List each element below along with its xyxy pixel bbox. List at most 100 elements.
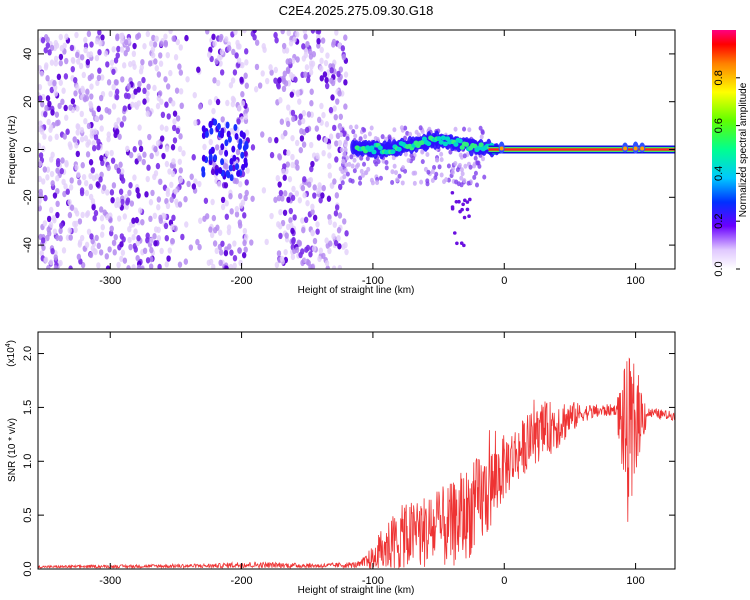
noise-speckle	[276, 250, 282, 257]
noise-speckle	[244, 179, 249, 186]
noise-speckle	[90, 167, 95, 174]
noise-speckle	[125, 145, 130, 152]
noise-blob	[240, 151, 245, 159]
transition-speckle	[462, 153, 467, 159]
noise-speckle	[243, 150, 248, 157]
noise-speckle	[223, 249, 229, 257]
noise-speckle	[193, 119, 198, 127]
noise-speckle	[46, 118, 51, 126]
transition-speckle	[453, 160, 458, 166]
noise-speckle	[150, 189, 155, 197]
noise-speckle	[99, 215, 105, 222]
transition-speckle	[392, 127, 397, 133]
transition-speckle	[360, 172, 365, 178]
noise-speckle	[99, 155, 104, 162]
x-tick-label: -300	[99, 275, 121, 287]
noise-speckle	[100, 224, 105, 231]
noise-speckle	[159, 124, 165, 131]
transition-speckle	[390, 169, 395, 175]
noise-speckle	[172, 110, 178, 117]
transition-speckle	[359, 168, 364, 174]
transition-speckle	[425, 151, 430, 157]
noise-speckle	[217, 180, 222, 188]
noise-speckle	[137, 155, 142, 162]
noise-speckle	[64, 33, 69, 40]
noise-speckle	[317, 255, 322, 263]
noise-speckle	[312, 192, 317, 199]
noise-speckle	[311, 245, 317, 252]
noise-speckle	[83, 36, 88, 44]
noise-blob	[201, 170, 206, 178]
noise-speckle	[164, 145, 170, 153]
noise-speckle	[158, 60, 164, 67]
noise-speckle	[59, 167, 65, 175]
transition-speckle	[353, 133, 358, 139]
noise-speckle	[316, 134, 322, 141]
noise-speckle	[43, 111, 48, 118]
noise-speckle	[110, 157, 116, 164]
noise-speckle	[78, 62, 84, 70]
noise-speckle	[331, 233, 336, 240]
noise-speckle	[242, 239, 247, 247]
noise-speckle	[296, 239, 302, 246]
noise-speckle	[53, 90, 59, 97]
noise-speckle	[118, 32, 124, 40]
noise-speckle	[274, 261, 280, 269]
noise-blob	[235, 163, 240, 171]
noise-speckle	[54, 119, 60, 127]
noise-speckle	[324, 77, 329, 84]
noise-speckle	[75, 105, 80, 112]
noise-speckle	[232, 262, 237, 269]
y-tick-label: 1.5	[22, 400, 34, 415]
noise-speckle	[53, 265, 59, 269]
noise-speckle	[309, 165, 314, 173]
noise-speckle	[252, 34, 257, 41]
noise-speckle	[242, 212, 247, 219]
transition-speckle	[339, 132, 344, 138]
noise-speckle	[105, 213, 110, 221]
noise-speckle	[155, 162, 161, 170]
noise-speckle	[49, 170, 55, 178]
noise-speckle	[301, 141, 307, 148]
transition-speckle	[420, 129, 425, 135]
noise-speckle	[338, 66, 344, 73]
transition-speckle	[375, 136, 380, 142]
transition-speckle	[363, 134, 368, 140]
noise-blob	[214, 168, 219, 176]
noise-speckle	[277, 77, 282, 84]
noise-speckle	[97, 67, 102, 74]
transition-speckle	[342, 174, 347, 180]
noise-speckle	[96, 105, 101, 113]
noise-speckle	[49, 206, 54, 214]
signal-core	[438, 139, 444, 145]
noise-speckle	[61, 247, 67, 254]
noise-speckle	[173, 54, 179, 61]
noise-speckle	[283, 190, 288, 197]
noise-speckle	[238, 259, 243, 267]
noise-speckle	[39, 250, 44, 257]
spectrogram-heatmap	[38, 30, 675, 269]
noise-speckle	[228, 82, 234, 89]
noise-speckle	[120, 177, 126, 184]
noise-speckle	[324, 121, 330, 128]
transition-speckle	[477, 163, 482, 169]
colorbar-label: Normalized spectral amplitude	[738, 82, 749, 217]
noise-speckle	[95, 181, 100, 188]
x-tick-label: 0	[501, 575, 507, 587]
noise-speckle	[340, 45, 346, 52]
noise-speckle	[195, 238, 200, 246]
transition-speckle	[390, 180, 395, 186]
transition-speckle	[430, 169, 435, 175]
noise-speckle	[53, 55, 59, 63]
noise-blob	[234, 132, 239, 140]
noise-speckle	[239, 76, 244, 83]
noise-speckle	[327, 143, 332, 150]
y-tick-label: 0	[22, 146, 34, 152]
noise-speckle	[89, 128, 95, 135]
noise-speckle	[88, 172, 93, 180]
noise-speckle	[46, 265, 51, 269]
noise-speckle	[45, 174, 50, 181]
noise-speckle	[269, 151, 275, 159]
noise-speckle	[171, 124, 177, 132]
noise-speckle	[309, 88, 314, 95]
